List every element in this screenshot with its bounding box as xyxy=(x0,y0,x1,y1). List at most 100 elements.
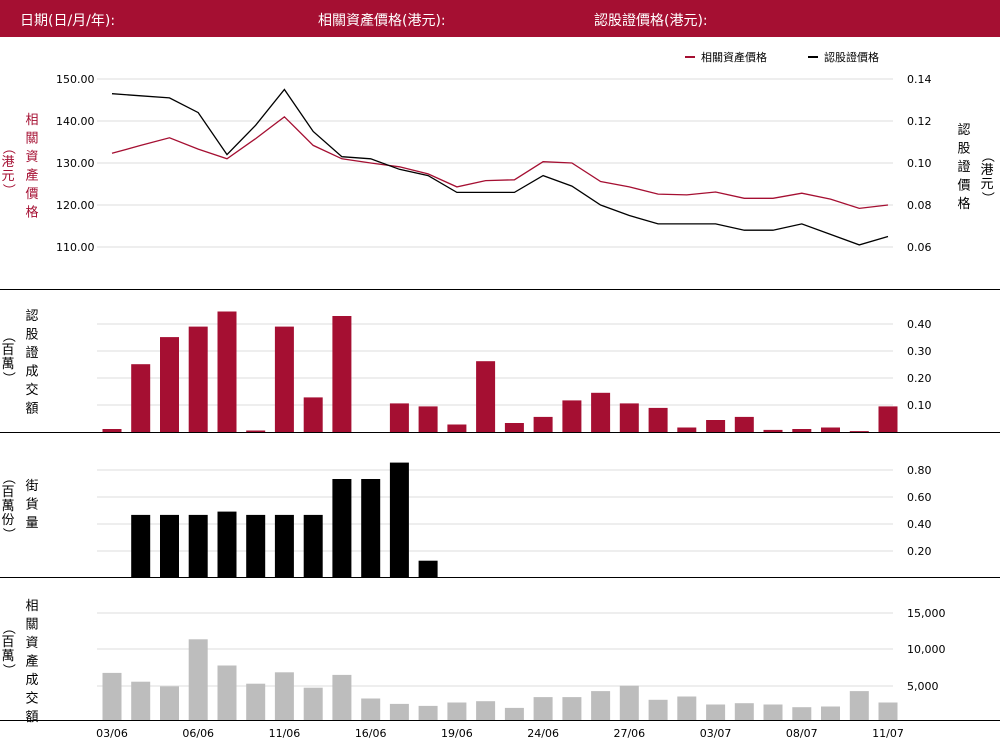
x-tick-label: 11/06 xyxy=(269,727,301,740)
warrant-turnover-bar xyxy=(217,311,237,432)
underlying-turnover-axis-unit-char: 萬 xyxy=(1,649,14,664)
price-left-tick-label: 130.00 xyxy=(56,157,95,170)
outstanding-bar xyxy=(303,514,323,577)
x-tick-label: 03/07 xyxy=(700,727,732,740)
price-right-axis-unit: （港元） xyxy=(980,149,995,204)
warrant-turnover-axis-unit-char: （ xyxy=(1,329,16,342)
price-right-axis-title: 認股證價格 xyxy=(957,122,970,212)
underlying-turnover-axis-title-char: 相 xyxy=(25,599,38,614)
underlying-turnover-bar xyxy=(361,698,381,720)
underlying-turnover-bar xyxy=(792,707,812,720)
warrant-turnover-bar xyxy=(734,416,754,432)
underlying-turnover-bar xyxy=(533,697,553,720)
warrant-turnover-bar xyxy=(389,403,409,432)
warrant-turnover-bar xyxy=(878,406,898,432)
underlying-turnover-bar xyxy=(706,704,726,720)
warrant-turnover-bar xyxy=(476,361,496,432)
underlying-price-readout-label: 相關資產價格(港元): xyxy=(318,13,446,29)
outstanding-axis-unit-char: （ xyxy=(1,471,16,484)
price-left-axis-unit: （港元） xyxy=(1,141,16,196)
price-right-axis-title-char: 價 xyxy=(957,179,970,194)
outstanding-bar xyxy=(188,514,208,577)
warrant-turnover-axis-title-char: 股 xyxy=(25,328,38,343)
x-tick-label: 06/06 xyxy=(182,727,214,740)
x-tick-label: 03/06 xyxy=(96,727,128,740)
underlying-turnover-tick-label: 15,000 xyxy=(907,607,946,620)
outstanding-axis-unit-char: 萬 xyxy=(1,499,14,514)
underlying-turnover-bar xyxy=(160,686,179,720)
outstanding-axis-unit-char: 份 xyxy=(1,513,14,528)
price-left-axis-unit-char: 港 xyxy=(1,155,14,170)
price-right-axis-title-char: 股 xyxy=(957,142,970,157)
warrant-turnover-axis-unit-char: 萬 xyxy=(1,357,14,372)
warrant-turnover-bar xyxy=(706,420,726,432)
outstanding-bar xyxy=(131,514,151,577)
price-right-axis-title-char: 認 xyxy=(957,122,970,138)
warrant-turnover-tick-label: 0.30 xyxy=(907,345,932,358)
warrant-price-readout-label: 認股證價格(港元): xyxy=(594,13,708,29)
warrant-turnover-axis-unit: （百萬） xyxy=(1,329,16,384)
warrant-turnover-bar xyxy=(533,416,553,432)
underlying-turnover-bar xyxy=(131,681,151,720)
x-tick-label: 27/06 xyxy=(613,727,645,740)
price-right-axis-title-char: 證 xyxy=(957,159,970,175)
underlying-turnover-bar xyxy=(734,703,754,720)
outstanding-bar xyxy=(418,560,438,577)
underlying-turnover-bar xyxy=(447,702,467,720)
price-left-tick-label: 120.00 xyxy=(56,199,95,212)
underlying-turnover-axis-title-char: 額 xyxy=(25,710,38,725)
underlying-turnover-bar xyxy=(102,672,122,720)
underlying-turnover-axis-title-char: 交 xyxy=(25,691,38,707)
underlying-turnover-bar xyxy=(274,672,294,720)
price-right-axis-unit-char: 元 xyxy=(980,177,993,192)
x-tick-label: 19/06 xyxy=(441,727,473,740)
warrant-turnover-axis-unit-char: ） xyxy=(1,371,16,384)
outstanding-axis-unit-char: 百 xyxy=(1,485,14,500)
warrant-turnover-bar xyxy=(792,429,812,432)
warrant-turnover-bar xyxy=(131,364,151,432)
price-right-tick-label: 0.10 xyxy=(907,157,932,170)
x-tick-label: 11/07 xyxy=(872,727,904,740)
outstanding-tick-label: 0.20 xyxy=(907,545,932,558)
price-left-axis-title-char: 格 xyxy=(25,205,38,221)
outstanding-bar xyxy=(246,514,266,577)
warrant-turnover-axis-title-char: 證 xyxy=(25,345,38,361)
price-right-tick-label: 0.06 xyxy=(907,241,932,254)
warrant-turnover-tick-label: 0.40 xyxy=(907,318,932,331)
price-series-line-0 xyxy=(111,115,889,210)
underlying-turnover-bar xyxy=(476,701,496,720)
warrant-turnover-tick-label: 0.20 xyxy=(907,372,932,385)
price-right-tick-label: 0.08 xyxy=(907,199,932,212)
warrant-turnover-bar xyxy=(160,337,179,432)
underlying-turnover-bar xyxy=(648,699,668,720)
underlying-turnover-bar xyxy=(619,685,639,720)
legend-label-1: 認股證價格 xyxy=(824,50,879,64)
price-left-axis-title-char: 關 xyxy=(25,132,38,147)
price-left-axis-title-char: 價 xyxy=(25,187,38,202)
underlying-turnover-axis-title-char: 關 xyxy=(25,618,38,633)
price-right-tick-label: 0.12 xyxy=(907,115,932,128)
outstanding-axis-title-char: 貨 xyxy=(25,497,38,513)
price-left-axis-title-char: 產 xyxy=(25,168,38,184)
price-left-axis-title-char: 資 xyxy=(25,150,38,165)
outstanding-bar xyxy=(160,514,179,577)
price-right-axis-unit-char: ） xyxy=(980,191,995,204)
underlying-turnover-axis-unit: （百萬） xyxy=(1,621,16,676)
outstanding-axis-title-char: 量 xyxy=(25,516,38,531)
underlying-turnover-bar xyxy=(562,697,582,720)
warrant-turnover-axis-title-char: 額 xyxy=(25,402,38,417)
underlying-turnover-bar xyxy=(418,705,438,720)
outstanding-bar xyxy=(361,479,381,577)
underlying-turnover-bar xyxy=(591,691,611,720)
warrant-turnover-axis-unit-char: 百 xyxy=(1,343,14,358)
outstanding-tick-label: 0.60 xyxy=(907,491,932,504)
warrant-turnover-bar xyxy=(274,326,294,432)
price-left-tick-label: 150.00 xyxy=(56,73,95,86)
price-left-axis-title-char: 相 xyxy=(25,113,38,128)
warrant-turnover-bar xyxy=(303,397,323,432)
price-left-axis-title: 相關資產價格 xyxy=(25,113,38,221)
warrant-turnover-bar xyxy=(821,427,840,432)
price-left-axis-unit-char: 元 xyxy=(1,169,14,184)
outstanding-axis-unit-char: ） xyxy=(1,527,16,540)
